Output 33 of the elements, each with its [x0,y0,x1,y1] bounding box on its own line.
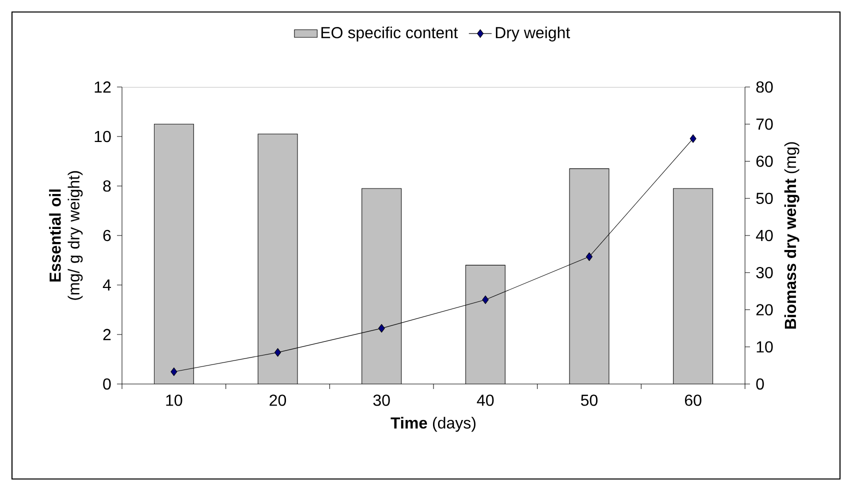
y2-tick-label: 70 [756,118,773,130]
point [378,324,385,333]
x-tick-label: 10 [166,394,182,406]
y-tick-label: 10 [94,130,111,142]
point [482,295,489,304]
x-tick-label: 60 [685,394,702,406]
y2-tick-label: 40 [756,230,773,242]
x-tick-label: 20 [270,394,286,406]
y-tick-label: 12 [94,81,111,93]
y2-tick-label: 20 [756,304,773,316]
x-tick-label: 30 [373,394,390,406]
y-tick-label: 4 [102,280,111,291]
y-tick-label: 6 [103,230,111,242]
y2-tick-label: 0 [756,378,764,390]
x-tick-label: 50 [581,394,598,406]
legend-label: EO specific content [321,26,458,42]
point [690,134,696,143]
x-axis-title: Time (days) [390,416,476,432]
y2-tick-label: 30 [756,266,773,278]
point [274,348,282,357]
y-axis-title: Essential oil (mg/ g dry weight) [49,171,83,300]
y-tick-label: 8 [103,180,111,192]
y2-tick-label: 80 [756,81,773,93]
y2-axis-title: Biomass dry weight (mg) [784,142,800,329]
legend-label: Dry weight [496,26,570,42]
point [170,367,178,376]
point [586,252,593,261]
x-tick-label: 40 [476,394,494,406]
y2-tick-label: 60 [756,156,773,167]
y-tick-label: 2 [103,328,111,340]
y-tick-label: 0 [103,378,111,390]
y2-tick-label: 50 [756,192,773,204]
y2-tick-label: 10 [756,341,773,353]
